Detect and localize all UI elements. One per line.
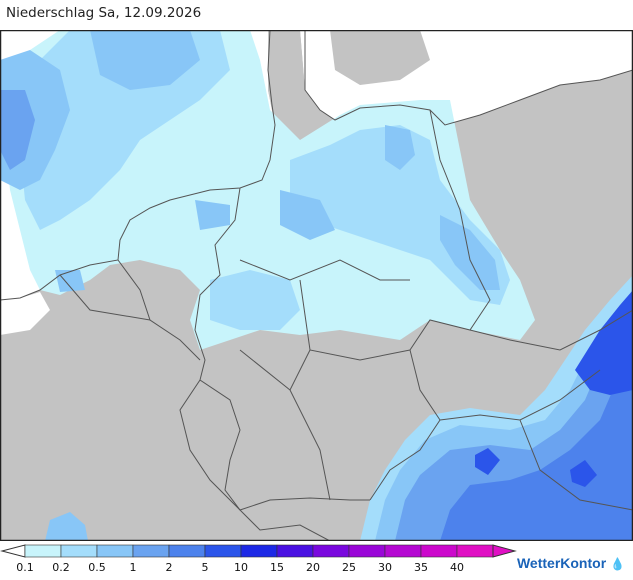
legend-label: 0.1 — [16, 561, 34, 574]
precip-core-10a — [475, 448, 500, 475]
legend-label: 35 — [414, 561, 428, 574]
denmark — [268, 30, 320, 150]
raindrops-icon: 💧 — [610, 557, 625, 571]
legend-swatch — [348, 544, 386, 558]
legend-swatch — [240, 544, 278, 558]
precip-blob-center — [280, 190, 335, 240]
border-be-nl — [59, 259, 201, 361]
legend-swatch — [276, 544, 314, 558]
precip-blob-west — [195, 200, 230, 230]
precipitation-legend: 0.1 0.2 0.5 1 2 5 10 15 20 25 30 35 40 — [0, 544, 517, 574]
legend-swatch — [132, 544, 170, 558]
wetterkontor-logo: WetterKontor 💧 — [517, 555, 625, 571]
legend-swatch — [384, 544, 422, 558]
legend-swatch — [420, 544, 458, 558]
border-fr-ch — [179, 379, 331, 541]
legend-swatch — [96, 544, 134, 558]
legend-label: 10 — [234, 561, 248, 574]
legend-arrow-high — [492, 544, 517, 558]
coastline-north-sea — [0, 30, 276, 301]
legend-label: 5 — [202, 561, 209, 574]
precip-south-5 — [440, 360, 633, 541]
border-de-east — [369, 109, 491, 501]
legend-label: 2 — [166, 561, 173, 574]
precip-east-10 — [575, 290, 633, 395]
legend-swatch — [204, 544, 242, 558]
precip-medium-west — [210, 270, 300, 330]
precip-south-west-blob — [45, 512, 88, 541]
legend-swatch — [60, 544, 98, 558]
legend-label: 40 — [450, 561, 464, 574]
legend-label: 0.2 — [52, 561, 70, 574]
legend-label: 20 — [306, 561, 320, 574]
legend-label: 30 — [378, 561, 392, 574]
channel — [0, 292, 50, 335]
legend-label: 1 — [130, 561, 137, 574]
legend-label: 0.5 — [88, 561, 106, 574]
border-de-west — [194, 187, 370, 511]
legend-arrow-low — [0, 544, 26, 558]
border-de-states — [239, 259, 411, 501]
precip-2-core-n — [90, 30, 200, 90]
precipitation-map — [0, 30, 633, 541]
precip-2-core-nw2 — [0, 90, 35, 170]
legend-swatch — [168, 544, 206, 558]
brand-name: WetterKontor — [516, 555, 607, 571]
map-title: Niederschlag Sa, 12.09.2026 — [6, 5, 202, 21]
legend-swatch — [312, 544, 350, 558]
precip-medium-north — [20, 30, 230, 230]
legend-swatch — [456, 544, 494, 558]
legend-label: 15 — [270, 561, 284, 574]
border-at-cz — [439, 309, 633, 511]
precip-blob-west2 — [55, 270, 85, 292]
legend-swatch — [24, 544, 62, 558]
legend-label: 25 — [342, 561, 356, 574]
precip-blob-east — [440, 215, 500, 290]
precip-blob-berlin — [385, 125, 415, 170]
precip-core-10b — [570, 460, 597, 487]
borders — [0, 30, 633, 541]
sweden — [330, 30, 430, 85]
